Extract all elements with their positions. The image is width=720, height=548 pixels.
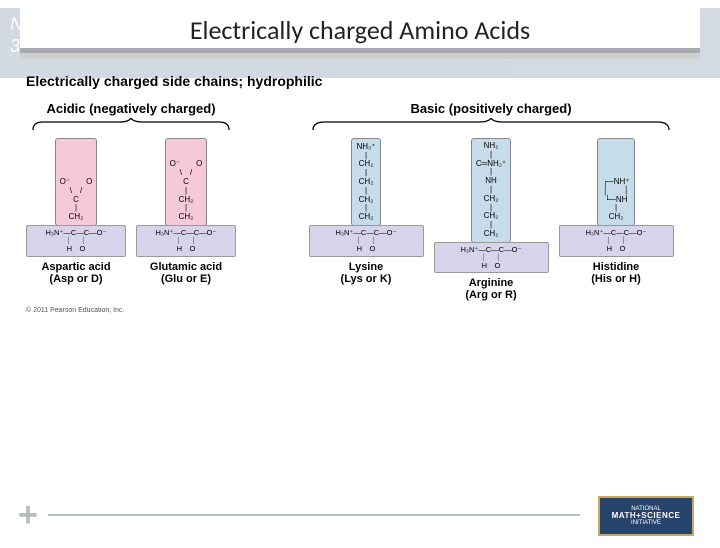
group-label-basic: Basic (positively charged) (410, 101, 571, 116)
backbone-lysine: H₃N⁺—C—C—O⁻ ｜ ｜ H O (309, 225, 424, 257)
amino-abbr: (His or H) (591, 273, 641, 285)
amino-name: Glutamic acid (150, 261, 222, 273)
logo-bottom: INITIATIVE (631, 520, 661, 526)
nmsi-logo: NATIONAL MATH+SCIENCE INITIATIVE (598, 496, 694, 536)
copyright-text: © 2011 Pearson Education, Inc. (26, 307, 694, 314)
amino-histidine: ┌─NH⁺│ │└─NH|CH₂ H₃N⁺—C—C—O⁻ ｜ ｜ H O His… (559, 138, 674, 301)
brace-acidic (26, 118, 236, 132)
amino-glutamic: O⁻ O\ /C|CH₂|CH₂ H₃N⁺—C—C—O⁻ ｜ ｜ H O Glu… (136, 138, 236, 285)
section-heading: Electrically charged side chains; hydrop… (26, 73, 694, 89)
amino-abbr: (Arg or R) (465, 289, 516, 301)
logo-mid: MATH+SCIENCE (612, 512, 681, 520)
title-bar: Electrically charged Amino Acids (20, 8, 700, 53)
brace-basic (306, 118, 676, 132)
groups-row: Acidic (negatively charged) O⁻ O\ /C|CH₂… (26, 101, 694, 301)
amino-abbr: (Asp or D) (49, 273, 102, 285)
amino-lysine: NH₃⁺|CH₂|CH₂|CH₂|CH₂ H₃N⁺—C—C—O⁻ ｜ ｜ H O… (309, 138, 424, 301)
amino-arginine: NH₂|C═NH₂⁺|NH|CH₂|CH₂|CH₂ H₃N⁺—C—C—O⁻ ｜ … (434, 138, 549, 301)
amino-aspartic: O⁻ O\ /C|CH₂ H₃N⁺—C—C—O⁻ ｜ ｜ H O Asparti… (26, 138, 126, 285)
group-basic: Basic (positively charged) NH₃⁺|CH₂|CH₂|… (306, 101, 676, 301)
backbone-histidine: H₃N⁺—C—C—O⁻ ｜ ｜ H O (559, 225, 674, 257)
amino-name: Histidine (593, 261, 639, 273)
amino-row-acidic: O⁻ O\ /C|CH₂ H₃N⁺—C—C—O⁻ ｜ ｜ H O Asparti… (26, 138, 236, 285)
footer-line (48, 514, 580, 516)
sidechain-histidine: ┌─NH⁺│ │└─NH|CH₂ (597, 138, 634, 226)
amino-abbr: (Lys or K) (341, 273, 392, 285)
amino-row-basic: NH₃⁺|CH₂|CH₂|CH₂|CH₂ H₃N⁺—C—C—O⁻ ｜ ｜ H O… (309, 138, 674, 301)
content-area: Electrically charged side chains; hydrop… (0, 59, 720, 314)
backbone-glutamic: H₃N⁺—C—C—O⁻ ｜ ｜ H O (136, 225, 236, 257)
backbone-aspartic: H₃N⁺—C—C—O⁻ ｜ ｜ H O (26, 225, 126, 257)
group-label-acidic: Acidic (negatively charged) (46, 101, 215, 116)
amino-name: Arginine (469, 277, 514, 289)
page-title: Electrically charged Amino Acids (20, 14, 700, 46)
sidechain-lysine: NH₃⁺|CH₂|CH₂|CH₂|CH₂ (351, 138, 380, 226)
amino-abbr: (Glu or E) (161, 273, 211, 285)
title-underline (20, 53, 700, 59)
amino-name: Aspartic acid (41, 261, 110, 273)
plus-icon: + (18, 498, 38, 532)
group-acidic: Acidic (negatively charged) O⁻ O\ /C|CH₂… (26, 101, 236, 301)
amino-name: Lysine (349, 261, 383, 273)
sidechain-aspartic: O⁻ O\ /C|CH₂ (55, 138, 98, 226)
sidechain-arginine: NH₂|C═NH₂⁺|NH|CH₂|CH₂|CH₂ (471, 138, 511, 243)
sidechain-glutamic: O⁻ O\ /C|CH₂|CH₂ (165, 138, 208, 226)
backbone-arginine: H₃N⁺—C—C—O⁻ ｜ ｜ H O (434, 242, 549, 274)
